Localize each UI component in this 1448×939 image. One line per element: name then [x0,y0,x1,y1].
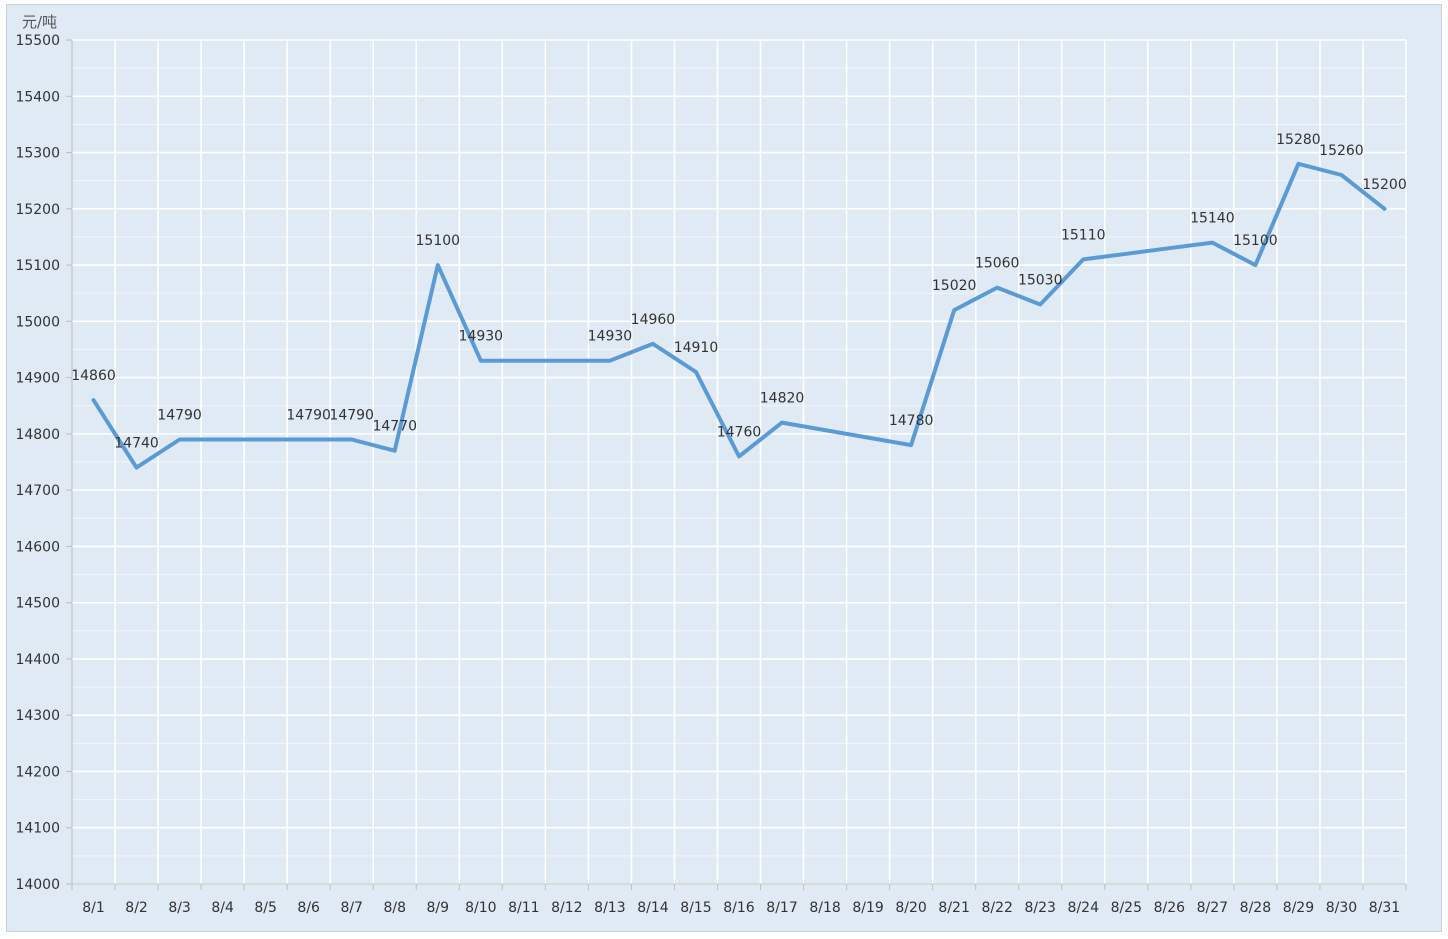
x-tick-label: 8/3 [168,900,191,916]
chart-frame [6,4,1442,932]
x-tick-label: 8/13 [594,900,625,916]
y-tick-label: 14200 [15,764,60,780]
x-tick-label: 8/23 [1024,900,1055,916]
y-tick-label: 15000 [15,314,60,330]
x-tick-label: 8/5 [254,900,277,916]
series-line [91,161,1387,470]
x-tick-label: 8/19 [852,900,883,916]
y-tick-label: 14500 [15,596,60,612]
minor-gridlines [72,67,1406,857]
x-tick-label: 8/21 [938,900,969,916]
y-tick-label: 15400 [15,89,60,105]
x-tick-label: 8/26 [1154,900,1186,916]
x-tick-label: 8/30 [1326,900,1357,916]
data-label: 14770 [372,419,417,435]
x-tick-label: 8/11 [508,900,539,916]
data-label: 15030 [1018,272,1063,288]
data-label: 15110 [1061,227,1106,243]
y-tick-label: 15300 [15,146,60,162]
x-tick-label: 8/31 [1369,900,1400,916]
data-label: 14780 [889,413,934,429]
x-tick-label: 8/2 [125,900,148,916]
y-tick-label: 14000 [15,877,60,893]
data-label: 14910 [674,340,719,356]
data-label: 15020 [932,278,977,294]
x-tick-label: 8/27 [1197,900,1228,916]
y-tick-label: 15100 [15,258,60,274]
x-tick-label: 8/16 [723,900,755,916]
data-label: 15200 [1362,177,1407,193]
data-label: 15280 [1276,132,1321,148]
x-tick-label: 8/7 [340,900,363,916]
data-label: 14820 [760,391,805,407]
y-tick-label: 14400 [15,652,60,668]
x-tick-label: 8/10 [465,900,496,916]
data-label: 14960 [631,312,676,328]
x-tick-label: 8/24 [1068,900,1100,916]
x-tick-label: 8/20 [895,900,926,916]
y-tick-label: 14600 [15,539,60,555]
data-label: 14790 [286,407,331,423]
data-label: 14930 [459,329,504,345]
y-tick-label: 14700 [15,483,60,499]
data-label: 15100 [416,233,461,249]
x-tick-label: 8/1 [82,900,105,916]
y-tick-label: 15500 [15,33,60,49]
data-label: 14740 [114,436,159,452]
x-tick-label: 8/6 [297,900,320,916]
data-label: 14930 [588,329,633,345]
axes [66,39,1407,890]
x-tick-label: 8/8 [383,900,406,916]
x-tick-label: 8/28 [1240,900,1271,916]
major-gridlines [72,39,1407,885]
y-axis-unit-label: 元/吨 [22,13,57,31]
series-polyline [91,161,1387,470]
x-tick-labels: 8/1 8/2 8/3 8/4 8/5 8/6 8/7 8/8 8/9 8/10 8/11 8/12 8… [82,900,1400,916]
data-label: 15260 [1319,143,1364,159]
x-tick-label: 8/25 [1111,900,1142,916]
data-label: 15060 [975,256,1020,272]
data-label: 14790 [157,407,202,423]
x-tick-label: 8/15 [680,900,711,916]
y-tick-labels: 14000 14100 14200 14300 14400 14500 14600 14700… [15,33,60,893]
x-tick-label: 8/4 [211,900,234,916]
data-label: 14760 [717,424,762,440]
data-label: 14790 [329,407,374,423]
x-tick-label: 8/14 [637,900,669,916]
x-tick-label: 8/22 [981,900,1012,916]
y-tick-label: 14900 [15,371,60,387]
y-tick-label: 14800 [15,427,60,443]
data-label: 15140 [1190,211,1235,227]
x-tick-label: 8/18 [809,900,840,916]
data-label: 14860 [71,368,116,384]
y-tick-label: 14100 [15,821,60,837]
x-tick-label: 8/12 [551,900,582,916]
x-tick-label: 8/9 [427,900,450,916]
y-tick-label: 14300 [15,708,60,724]
y-tick-label: 15200 [15,202,60,218]
x-tick-label: 8/17 [766,900,797,916]
data-label: 15100 [1233,233,1278,249]
x-tick-label: 8/29 [1283,900,1314,916]
